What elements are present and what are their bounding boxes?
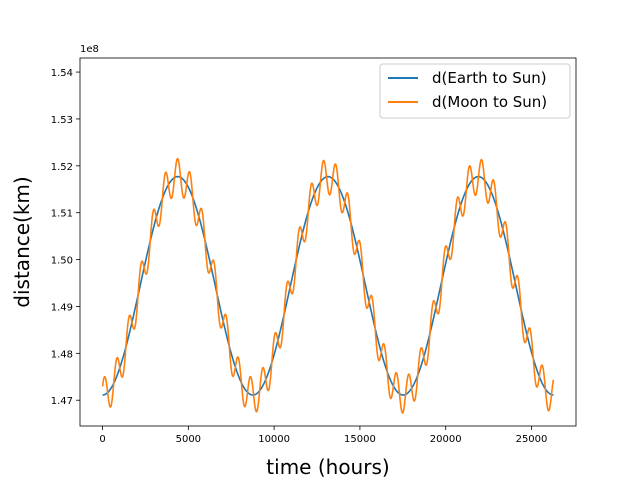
- x-tick-label: 10000: [258, 434, 290, 445]
- y-tick-label: 1.51: [51, 209, 73, 220]
- x-tick-label: 15000: [344, 434, 376, 445]
- legend-label-moon: d(Moon to Sun): [432, 93, 547, 111]
- y-tick-label: 1.48: [51, 349, 73, 360]
- x-tick-label: 0: [99, 434, 105, 445]
- y-axis-label: distance(km): [10, 176, 34, 307]
- legend-label-earth: d(Earth to Sun): [432, 69, 547, 87]
- y-axis: 1.47 1.48 1.49 1.50 1.51 1.52 1.53 1.54: [51, 68, 80, 407]
- legend-frame: [379, 63, 571, 119]
- legend: d(Earth to Sun) d(Moon to Sun): [379, 63, 571, 119]
- x-axis-label: time (hours): [266, 455, 389, 479]
- x-tick-label: 5000: [176, 434, 201, 445]
- x-tick-label: 25000: [516, 434, 548, 445]
- series-line-moon-to-sun: [101, 157, 555, 414]
- y-tick-label: 1.50: [51, 256, 73, 267]
- series-layer: [101, 157, 555, 414]
- y-tick-label: 1.47: [51, 396, 73, 407]
- plot-background: [80, 58, 576, 426]
- x-tick-label: 20000: [430, 434, 462, 445]
- y-tick-label: 1.49: [51, 302, 73, 313]
- x-axis: 0 5000 10000 15000 20000 25000: [99, 426, 547, 445]
- plot-frame: [79, 57, 577, 427]
- y-tick-label: 1.53: [51, 115, 73, 126]
- y-tick-label: 1.54: [51, 68, 73, 79]
- y-offset-label: 1e8: [80, 44, 99, 55]
- y-tick-label: 1.52: [51, 162, 73, 173]
